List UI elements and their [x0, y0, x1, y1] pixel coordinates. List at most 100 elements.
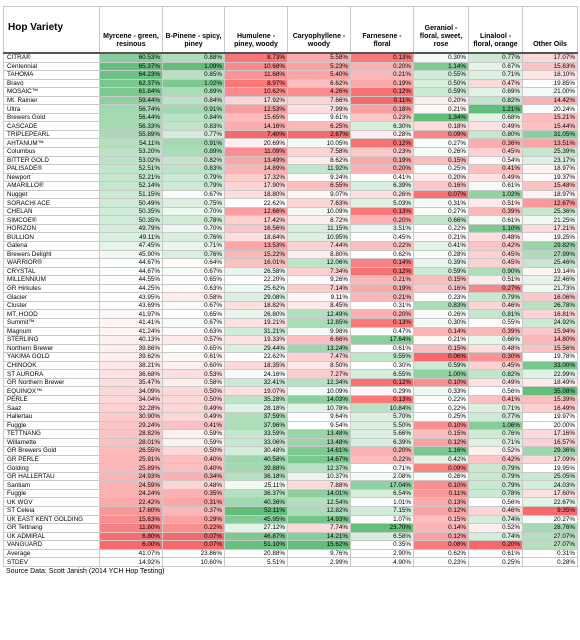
oil-value-cell: 0.61%	[350, 343, 414, 354]
oil-value-cell: 0.60%	[162, 360, 225, 371]
oil-value-cell: 0.59%	[162, 437, 225, 448]
oil-value-cell: 14.16%	[224, 121, 288, 131]
oil-value-cell: 10.78%	[287, 403, 351, 413]
oil-value-cell: 10.84%	[350, 403, 414, 413]
oil-value-cell: 0.20%	[350, 164, 414, 174]
hop-variety-cell: MILLENNIUM	[3, 275, 100, 285]
oil-value-cell: 7.66%	[287, 95, 351, 106]
hop-variety-cell: Mt. Rainier	[3, 95, 100, 106]
oil-value-cell: 0.48%	[468, 343, 523, 354]
oil-value-cell: 0.27%	[413, 206, 469, 217]
oil-value-cell: 0.26%	[413, 147, 469, 157]
oil-value-cell: 0.70%	[162, 223, 225, 234]
table-row: AHTANUM™ 54.11% 0.91% 20.69% 10.05% 0.12% 0.27…	[3, 138, 578, 148]
stats-row: STDEV 14.92% 10.60% 5.51% 2.99% 4.90% 0.23% 0.2…	[3, 557, 578, 567]
oil-value-cell: 7.99%	[287, 104, 351, 114]
table-row: CASCADE 56.33% 0.83% 14.16% 6.25% 6.30% 0.18% 0…	[3, 121, 578, 131]
oil-value-cell: 0.30%	[468, 352, 523, 362]
oil-value-cell: 14.80%	[522, 335, 578, 345]
table-row: Fuggle 24.24% 0.35% 36.37% 14.01% 6.54% 0.11% 0…	[3, 488, 578, 499]
oil-value-cell: 45.95%	[224, 514, 288, 525]
table-row: AMARILLO® 52.14% 0.79% 17.90% 6.55% 6.39% 0.16…	[3, 181, 578, 191]
oil-value-cell: 18.49%	[522, 377, 578, 388]
oil-value-cell: 0.45%	[468, 258, 523, 268]
oil-value-cell: 19.25%	[522, 232, 578, 243]
oil-value-cell: 25.11%	[224, 480, 288, 490]
oil-value-cell: 0.50%	[162, 446, 225, 456]
oil-value-cell: 52.14%	[99, 181, 163, 191]
oil-value-cell: 37.96%	[224, 420, 288, 431]
oil-value-cell: 5.50%	[350, 420, 414, 431]
oil-value-cell: 0.79%	[468, 471, 523, 482]
hop-variety-cell: Saaz	[3, 403, 100, 413]
oil-value-cell: 0.18%	[350, 104, 414, 114]
oil-value-cell: 15.21%	[522, 112, 578, 123]
hop-variety-cell: Newport	[3, 172, 100, 183]
oil-value-cell: 0.62%	[350, 249, 414, 260]
oil-value-cell: 7.47%	[287, 352, 351, 362]
oil-value-cell: 35.28%	[224, 394, 288, 405]
table-body: CITRA® 60.53% 0.88% 8.73% 5.58% 0.13% 0.30% 0.7…	[3, 52, 578, 567]
oil-value-cell: 1.21%	[468, 104, 523, 114]
oil-value-cell: 0.77%	[468, 52, 523, 63]
hop-variety-cell: BITTER GOLD	[3, 155, 100, 166]
oil-value-cell: 53.20%	[99, 147, 163, 157]
oil-value-cell: 0.30%	[413, 317, 469, 328]
oil-value-cell: 0.65%	[162, 275, 225, 285]
oil-value-cell: 5.23%	[287, 61, 351, 72]
oil-value-cell: 0.12%	[413, 437, 469, 448]
oil-value-cell: 18.10%	[522, 70, 578, 80]
oil-value-cell: 0.12%	[350, 377, 414, 388]
oil-value-cell: 0.84%	[162, 95, 225, 106]
oil-value-cell: 0.20%	[350, 446, 414, 456]
hop-variety-cell: VANGUARD	[3, 540, 100, 550]
oil-value-cell: 10.37%	[287, 471, 351, 482]
stat-value-cell: 2.90%	[350, 548, 414, 559]
table-row: BITTER GOLD 53.02% 0.82% 13.49% 8.62% 0.19% 0.…	[3, 155, 578, 166]
oil-value-cell: 18.35%	[224, 360, 288, 371]
table-row: CITRA® 60.53% 0.88% 8.73% 5.58% 0.13% 0.30% 0.7…	[3, 52, 578, 63]
oil-value-cell: 15.44%	[522, 121, 578, 131]
hop-oil-table: Hop Variety Myrcene - green, resinous B-…	[3, 6, 578, 567]
hop-variety-cell: GR PERLE	[3, 454, 100, 465]
oil-value-cell: 0.89%	[162, 87, 225, 97]
oil-value-cell: 0.69%	[468, 87, 523, 97]
stat-value-cell: 10.60%	[162, 557, 225, 567]
oil-value-cell: 0.82%	[468, 95, 523, 106]
oil-value-cell: 6.54%	[350, 488, 414, 499]
oil-value-cell: 27.07%	[522, 540, 578, 550]
oil-value-cell: 9.26%	[287, 275, 351, 285]
oil-value-cell: 60.53%	[99, 52, 163, 63]
table-row: VANGUARD 6.00% 0.07% 51.10% 15.62% 0.35% 0.08%…	[3, 540, 578, 550]
oil-value-cell: 0.79%	[468, 480, 523, 490]
oil-value-cell: 8.73%	[224, 52, 288, 63]
oil-value-cell: 12.54%	[287, 497, 351, 507]
oil-value-cell: 0.77%	[162, 129, 225, 140]
oil-value-cell: 24.16%	[224, 369, 288, 379]
oil-value-cell: 0.20%	[350, 215, 414, 225]
oil-value-cell: 26.80%	[224, 309, 288, 319]
table-row: Magnum 41.24% 0.63% 31.21% 9.98% 0.47% 0.14% 0.…	[3, 326, 578, 337]
oil-value-cell: 0.41%	[350, 172, 414, 183]
oil-value-cell: 0.76%	[162, 232, 225, 243]
oil-value-cell: 0.83%	[162, 164, 225, 174]
oil-value-cell: 0.10%	[413, 420, 469, 431]
oil-value-cell: 54.11%	[99, 138, 163, 148]
oil-value-cell: 9.35%	[522, 506, 578, 516]
oil-value-cell: 34.09%	[99, 386, 163, 396]
hop-variety-cell: Centennial	[3, 61, 100, 72]
oil-value-cell: 0.36%	[468, 138, 523, 148]
oil-value-cell: 9.98%	[287, 326, 351, 337]
hop-variety-cell: WARRIOR®	[3, 258, 100, 268]
oil-value-cell: 22.62%	[224, 198, 288, 208]
oil-value-cell: 22.20%	[224, 275, 288, 285]
oil-value-cell: 0.52%	[468, 523, 523, 533]
oil-value-cell: 0.76%	[468, 429, 523, 439]
oil-value-cell: 12.82%	[287, 506, 351, 516]
oil-value-cell: 0.22%	[350, 241, 414, 251]
oil-value-cell: 29.08%	[224, 292, 288, 302]
oil-value-cell: 19.21%	[224, 317, 288, 328]
oil-value-cell: 0.14%	[413, 326, 469, 337]
oil-value-cell: 25.36%	[522, 206, 578, 217]
oil-value-cell: 59.44%	[99, 95, 163, 106]
